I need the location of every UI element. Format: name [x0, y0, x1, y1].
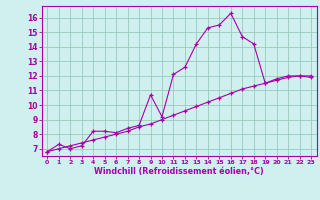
X-axis label: Windchill (Refroidissement éolien,°C): Windchill (Refroidissement éolien,°C)	[94, 167, 264, 176]
